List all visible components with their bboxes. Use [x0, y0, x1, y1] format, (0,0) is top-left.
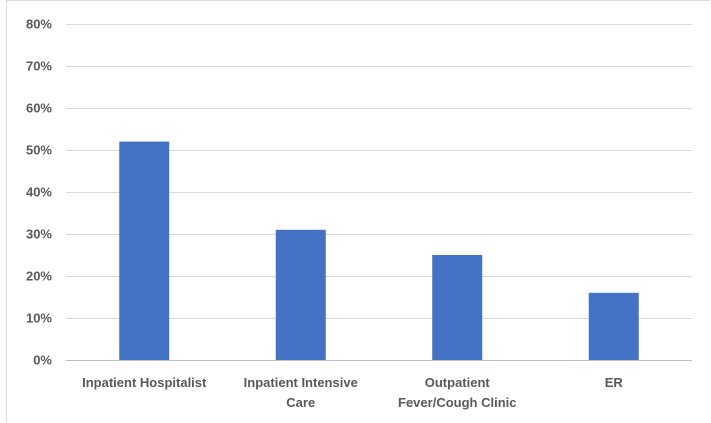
- bars: [119, 141, 639, 360]
- x-axis-category-labels: Inpatient Hospitalist Inpatient Intensive…: [82, 375, 623, 410]
- bar: [588, 292, 639, 360]
- y-axis-tick-labels: 0% 10% 20% 30% 40% 50% 60% 70% 80%: [26, 17, 52, 368]
- y-tick-label: 10%: [26, 311, 52, 326]
- y-tick-label: 60%: [26, 101, 52, 116]
- bar: [275, 229, 326, 360]
- chart-frame: [6, 0, 710, 422]
- x-category-label: Inpatient Hospitalist: [82, 375, 207, 390]
- y-tick-label: 20%: [26, 269, 52, 284]
- y-tick-label: 50%: [26, 143, 52, 158]
- bar: [432, 255, 483, 360]
- y-tick-label: 70%: [26, 59, 52, 74]
- y-tick-label: 40%: [26, 185, 52, 200]
- y-tick-label: 80%: [26, 17, 52, 32]
- y-tick-label: 0%: [33, 353, 52, 368]
- x-category-label: ER: [605, 375, 624, 390]
- gridlines: [66, 24, 692, 361]
- x-category-label: Inpatient Intensive Care: [244, 375, 358, 410]
- x-category-label: Outpatient Fever/Cough Clinic: [398, 375, 516, 410]
- y-tick-label: 30%: [26, 227, 52, 242]
- bar: [119, 141, 170, 360]
